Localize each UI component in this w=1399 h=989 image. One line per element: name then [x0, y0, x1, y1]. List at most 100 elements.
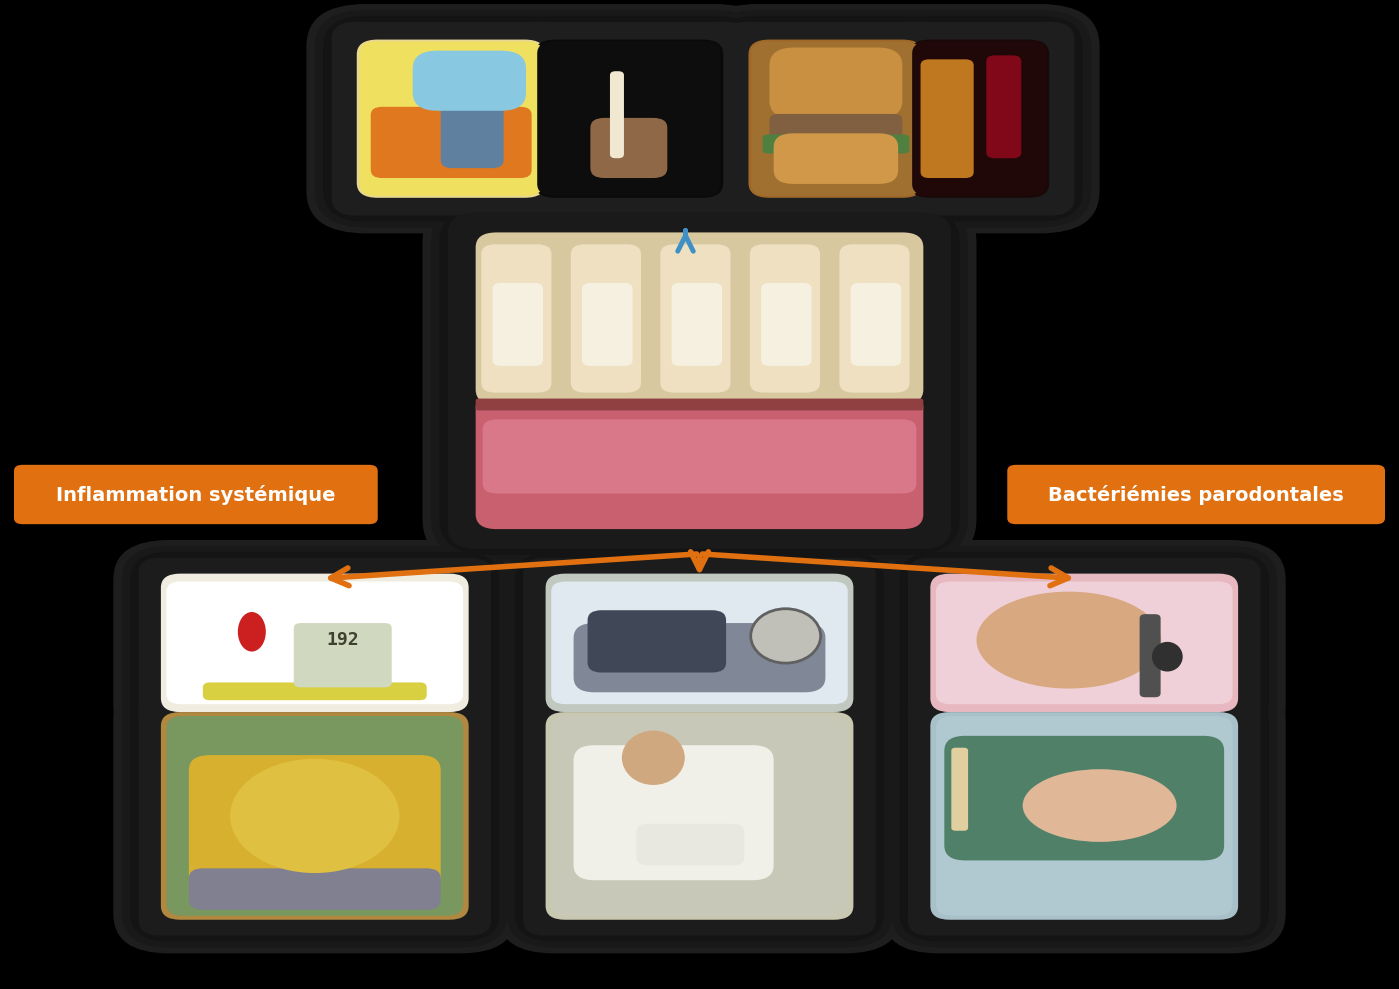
FancyBboxPatch shape [509, 22, 748, 216]
FancyBboxPatch shape [14, 465, 378, 524]
FancyBboxPatch shape [951, 748, 968, 831]
FancyBboxPatch shape [761, 283, 811, 366]
FancyBboxPatch shape [371, 107, 532, 178]
FancyBboxPatch shape [534, 40, 723, 198]
FancyBboxPatch shape [637, 824, 744, 865]
FancyBboxPatch shape [571, 244, 641, 393]
FancyBboxPatch shape [413, 50, 526, 111]
FancyBboxPatch shape [481, 244, 551, 393]
FancyBboxPatch shape [509, 22, 748, 216]
FancyBboxPatch shape [515, 552, 884, 734]
FancyBboxPatch shape [859, 4, 1100, 233]
Ellipse shape [977, 591, 1161, 688]
FancyBboxPatch shape [422, 195, 977, 567]
FancyBboxPatch shape [900, 552, 1269, 734]
FancyBboxPatch shape [139, 558, 491, 728]
FancyBboxPatch shape [574, 623, 825, 692]
FancyBboxPatch shape [590, 118, 667, 178]
FancyBboxPatch shape [930, 712, 1238, 920]
FancyBboxPatch shape [909, 40, 1049, 198]
FancyBboxPatch shape [166, 582, 463, 704]
FancyBboxPatch shape [876, 16, 1083, 222]
FancyBboxPatch shape [698, 4, 974, 233]
FancyBboxPatch shape [323, 16, 579, 222]
FancyBboxPatch shape [203, 682, 427, 700]
FancyBboxPatch shape [501, 16, 757, 222]
FancyBboxPatch shape [139, 696, 491, 936]
FancyBboxPatch shape [751, 42, 921, 196]
FancyBboxPatch shape [769, 114, 902, 142]
FancyBboxPatch shape [476, 393, 923, 529]
FancyBboxPatch shape [498, 540, 901, 746]
FancyBboxPatch shape [851, 283, 901, 366]
Ellipse shape [751, 608, 821, 663]
FancyBboxPatch shape [908, 696, 1260, 936]
Text: Inflammation systémique: Inflammation systémique [56, 485, 336, 504]
FancyBboxPatch shape [476, 232, 923, 405]
Ellipse shape [229, 759, 400, 873]
FancyBboxPatch shape [715, 16, 957, 222]
FancyBboxPatch shape [944, 736, 1224, 860]
FancyBboxPatch shape [332, 22, 571, 216]
FancyBboxPatch shape [723, 22, 949, 216]
FancyBboxPatch shape [588, 610, 726, 673]
FancyBboxPatch shape [448, 213, 951, 549]
FancyBboxPatch shape [492, 283, 543, 366]
Ellipse shape [1023, 769, 1177, 842]
FancyBboxPatch shape [448, 213, 951, 549]
FancyBboxPatch shape [113, 678, 516, 953]
FancyBboxPatch shape [883, 540, 1286, 746]
FancyBboxPatch shape [723, 22, 949, 216]
FancyBboxPatch shape [660, 244, 730, 393]
FancyBboxPatch shape [1140, 614, 1161, 697]
FancyBboxPatch shape [122, 684, 508, 947]
Ellipse shape [1151, 642, 1182, 672]
FancyBboxPatch shape [921, 59, 974, 178]
FancyBboxPatch shape [360, 42, 543, 196]
FancyBboxPatch shape [582, 283, 632, 366]
FancyBboxPatch shape [706, 10, 965, 227]
FancyBboxPatch shape [523, 558, 876, 728]
FancyBboxPatch shape [515, 690, 884, 942]
FancyBboxPatch shape [750, 244, 820, 393]
FancyBboxPatch shape [439, 207, 960, 555]
FancyBboxPatch shape [748, 40, 923, 198]
FancyBboxPatch shape [139, 558, 491, 728]
FancyBboxPatch shape [672, 283, 722, 366]
FancyBboxPatch shape [546, 574, 853, 712]
FancyBboxPatch shape [546, 712, 853, 920]
FancyBboxPatch shape [483, 419, 916, 494]
FancyBboxPatch shape [315, 10, 588, 227]
FancyBboxPatch shape [912, 42, 1046, 196]
FancyBboxPatch shape [891, 684, 1277, 947]
FancyBboxPatch shape [839, 244, 909, 393]
FancyBboxPatch shape [908, 558, 1260, 728]
FancyBboxPatch shape [610, 71, 624, 158]
FancyBboxPatch shape [867, 10, 1091, 227]
FancyBboxPatch shape [506, 684, 893, 947]
FancyBboxPatch shape [523, 696, 876, 936]
FancyBboxPatch shape [884, 22, 1074, 216]
FancyBboxPatch shape [441, 81, 504, 168]
FancyBboxPatch shape [884, 22, 1074, 216]
FancyBboxPatch shape [332, 22, 571, 216]
FancyBboxPatch shape [357, 40, 546, 198]
FancyBboxPatch shape [537, 42, 720, 196]
Ellipse shape [621, 731, 686, 785]
Ellipse shape [238, 612, 266, 652]
FancyBboxPatch shape [294, 623, 392, 687]
FancyBboxPatch shape [986, 55, 1021, 158]
FancyBboxPatch shape [306, 4, 596, 233]
FancyBboxPatch shape [130, 690, 499, 942]
FancyBboxPatch shape [161, 712, 469, 920]
FancyBboxPatch shape [551, 582, 848, 704]
FancyBboxPatch shape [574, 746, 774, 880]
FancyBboxPatch shape [130, 552, 499, 734]
FancyBboxPatch shape [189, 756, 441, 890]
Text: Bactériémies parodontales: Bactériémies parodontales [1048, 485, 1344, 504]
FancyBboxPatch shape [908, 696, 1260, 936]
FancyBboxPatch shape [166, 716, 463, 916]
FancyBboxPatch shape [930, 574, 1238, 712]
FancyBboxPatch shape [506, 546, 893, 740]
FancyBboxPatch shape [476, 399, 923, 410]
